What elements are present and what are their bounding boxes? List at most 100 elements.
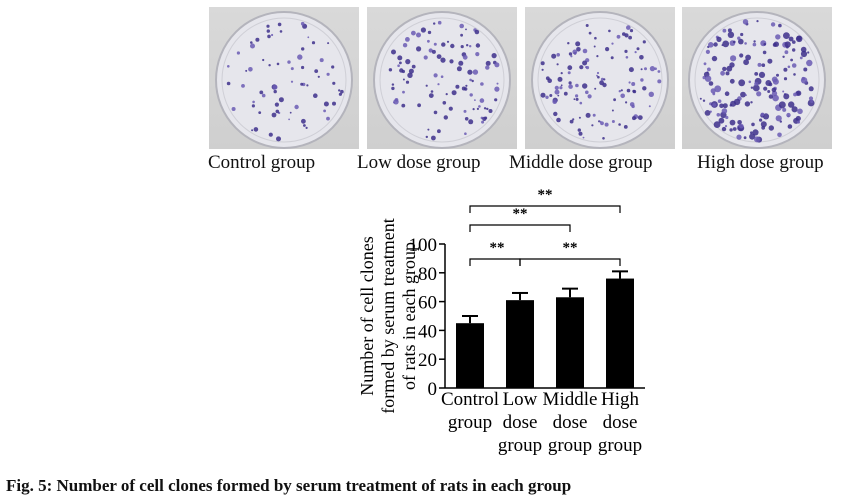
colony	[706, 71, 709, 74]
colony	[456, 66, 462, 72]
colony	[440, 75, 444, 78]
colony	[708, 81, 714, 86]
colony	[445, 93, 448, 96]
colony	[251, 104, 255, 108]
colony	[313, 93, 318, 98]
colony	[388, 68, 393, 72]
colony	[603, 78, 606, 81]
colony	[287, 60, 291, 64]
colony	[267, 34, 271, 39]
colony	[266, 24, 270, 28]
colony	[599, 120, 602, 123]
colony	[786, 112, 791, 118]
colony	[582, 83, 588, 89]
colony	[491, 53, 497, 59]
colony	[713, 42, 718, 47]
colony	[810, 100, 814, 104]
colony	[433, 110, 438, 115]
colony	[705, 49, 710, 55]
colony	[327, 42, 330, 45]
colony	[467, 69, 473, 75]
colony	[616, 34, 621, 39]
colony	[391, 49, 396, 55]
colony	[761, 125, 766, 130]
colony	[777, 132, 782, 138]
bar	[556, 297, 584, 388]
colony	[773, 41, 779, 47]
colony	[272, 84, 278, 90]
colony	[796, 35, 802, 41]
colony	[594, 87, 597, 90]
y-tick-label: 80	[418, 264, 437, 285]
colony	[575, 83, 579, 88]
colony	[443, 115, 448, 120]
colony	[248, 67, 253, 72]
colony	[751, 122, 755, 127]
colony	[262, 58, 265, 62]
plate-high-dose	[682, 7, 832, 149]
colony	[560, 72, 563, 75]
plate-middle-dose-image	[531, 11, 669, 149]
colony	[476, 107, 479, 110]
colony	[290, 67, 294, 71]
colony	[710, 88, 716, 94]
colony	[567, 71, 571, 75]
colony	[657, 70, 661, 73]
colony	[596, 74, 598, 77]
colony	[570, 55, 573, 58]
colony	[397, 55, 403, 61]
colony	[576, 47, 581, 52]
colony	[767, 90, 771, 93]
colony	[485, 60, 491, 66]
colony	[771, 90, 778, 97]
colony	[433, 73, 438, 78]
colony	[331, 65, 335, 69]
colony	[411, 64, 416, 69]
colony	[704, 75, 712, 82]
colony	[708, 42, 714, 48]
colony	[556, 117, 561, 123]
colony	[459, 23, 464, 29]
significance-bracket	[469, 258, 521, 266]
colony	[772, 94, 779, 102]
x-tick-label: Control	[441, 389, 499, 410]
colony	[317, 75, 320, 78]
colony	[465, 84, 468, 87]
colony	[620, 89, 623, 92]
colony	[300, 82, 304, 86]
colony	[554, 89, 560, 95]
colony	[730, 55, 737, 62]
colony	[289, 111, 292, 114]
colony	[724, 91, 730, 96]
significance-label: **	[563, 240, 578, 256]
colony	[276, 136, 281, 142]
colony	[557, 94, 560, 97]
colony	[450, 43, 455, 49]
colony	[760, 112, 765, 117]
colony	[733, 98, 741, 106]
colony	[332, 81, 336, 85]
colony	[776, 73, 779, 77]
colony	[618, 123, 621, 126]
colony	[405, 37, 410, 42]
colony	[733, 40, 736, 44]
colony	[301, 65, 305, 70]
colony	[462, 54, 468, 60]
colony	[597, 75, 600, 79]
colony	[596, 71, 600, 75]
colony	[740, 91, 746, 98]
colony	[394, 98, 399, 102]
colony	[585, 112, 591, 118]
colony	[649, 66, 655, 72]
colony	[464, 87, 468, 91]
colony	[632, 116, 636, 121]
bar	[606, 278, 634, 388]
colony	[644, 67, 647, 71]
colony	[575, 41, 581, 47]
colony	[790, 58, 793, 62]
colony	[737, 120, 742, 125]
colony	[808, 96, 814, 101]
colony	[545, 95, 549, 100]
colony	[556, 53, 560, 57]
colony	[721, 44, 724, 47]
